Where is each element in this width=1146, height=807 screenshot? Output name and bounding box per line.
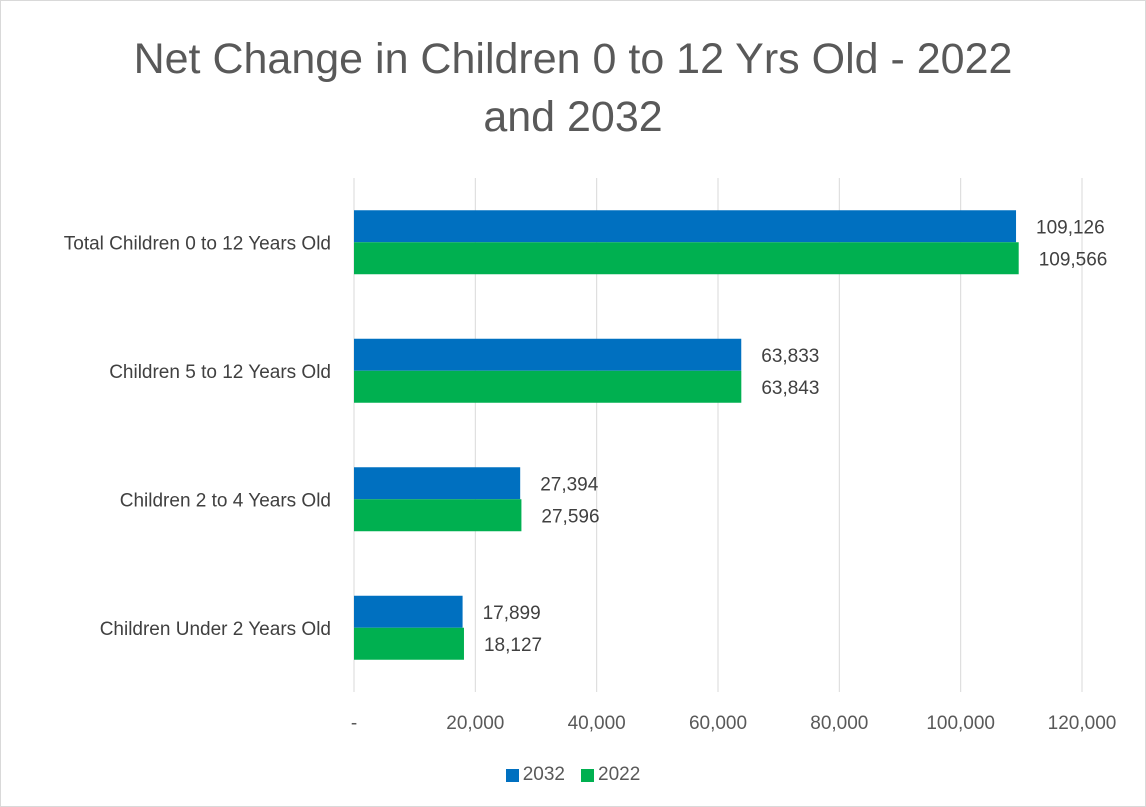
data-label: 17,899 [483, 603, 541, 624]
chart-title: Net Change in Children 0 to 12 Yrs Old -… [133, 35, 1013, 141]
x-tick-label: 40,000 [568, 713, 626, 734]
bar-2022-0 [354, 242, 1019, 275]
bar-2022-1 [354, 370, 742, 403]
category-label: Children 5 to 12 Years Old [109, 362, 331, 383]
x-tick-label: - [351, 713, 357, 734]
legend-item-2032: 2032 [505, 764, 565, 786]
category-label: Children Under 2 Years Old [100, 619, 331, 640]
legend-swatch-2032 [505, 768, 519, 782]
bar-2032-0 [354, 210, 1017, 243]
data-label: 18,127 [484, 635, 542, 656]
data-label: 27,394 [540, 474, 599, 495]
bar-2022-3 [354, 627, 464, 660]
data-label: 109,126 [1036, 217, 1105, 238]
category-label: Total Children 0 to 12 Years Old [64, 233, 331, 254]
x-tick-label: 80,000 [810, 713, 868, 734]
bar-2032-3 [354, 595, 463, 628]
x-tick-label: 120,000 [1048, 713, 1117, 734]
legend-swatch-2022 [581, 768, 594, 782]
bar-2032-1 [354, 338, 742, 371]
data-label: 63,843 [761, 378, 819, 399]
x-tick-label: 20,000 [446, 713, 504, 734]
legend-item-2022: 2022 [581, 764, 640, 786]
legend-label-2022: 2022 [598, 764, 641, 785]
data-label: 63,833 [761, 346, 819, 367]
legend-label-2032: 2032 [522, 764, 565, 785]
data-label: 109,566 [1039, 249, 1108, 270]
bar-2022-2 [354, 499, 522, 532]
bar-2032-2 [354, 467, 521, 500]
data-label: 27,596 [541, 506, 599, 527]
x-tick-label: 100,000 [926, 713, 995, 734]
x-tick-label: 60,000 [689, 713, 747, 734]
category-label: Children 2 to 4 Years Old [120, 490, 331, 511]
legend: 2032 2022 [0, 764, 1146, 786]
